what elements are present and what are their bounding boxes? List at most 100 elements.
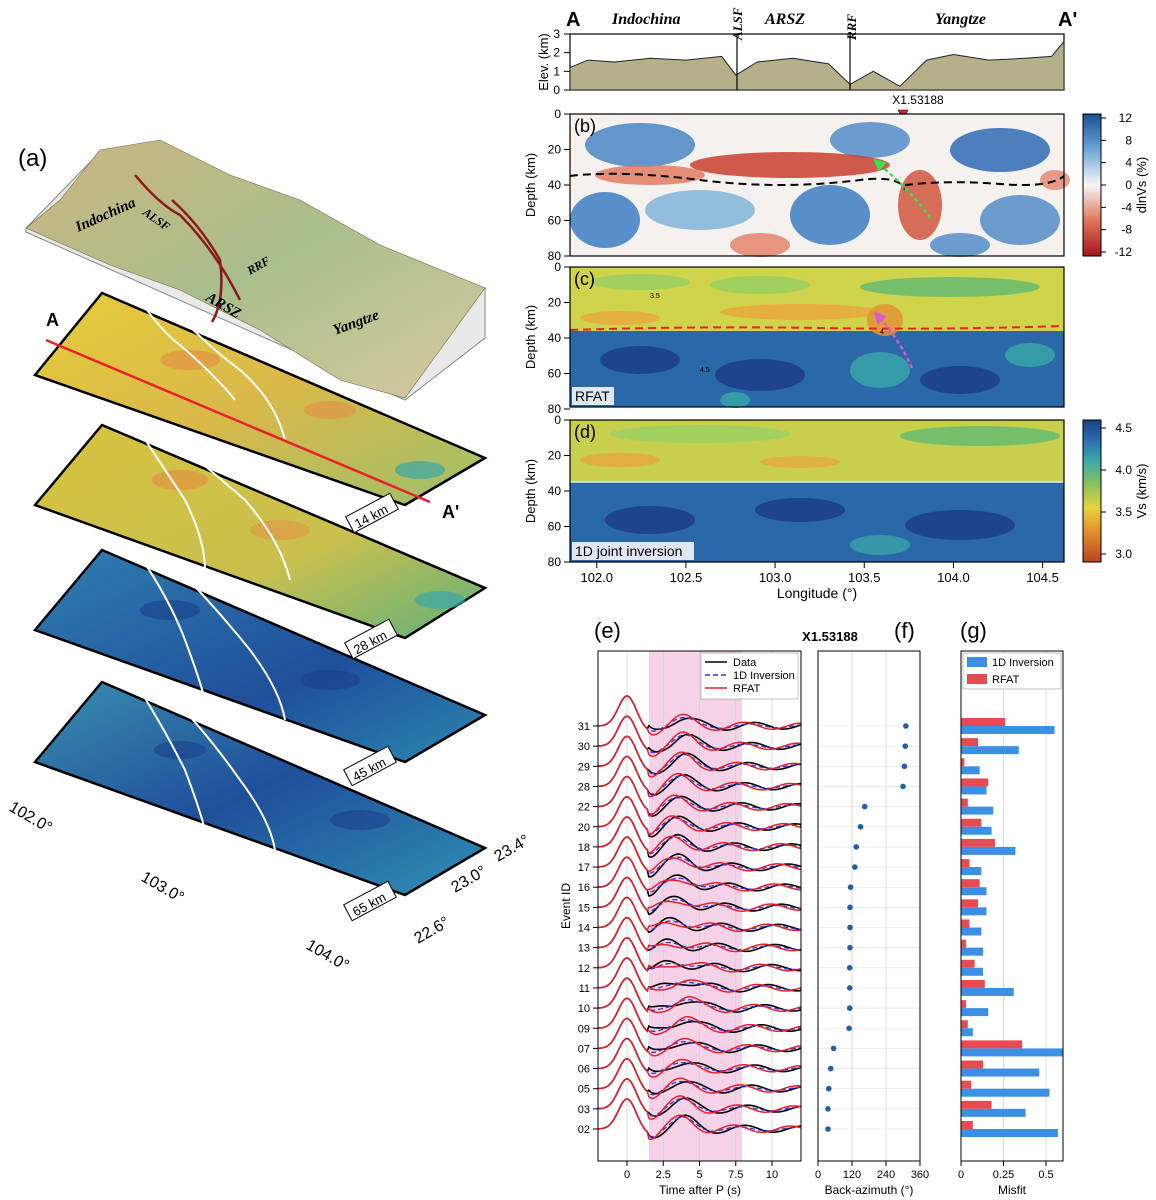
misfit-bar-1d-inversion — [961, 746, 1019, 755]
panel-d-tag-bg — [572, 542, 694, 560]
misfit-bar-1d-inversion — [961, 846, 1016, 855]
misfit-bar-rfat — [961, 1040, 1023, 1049]
back-azimuth-point — [825, 1085, 832, 1092]
depth-tick-label: 60 — [548, 367, 562, 381]
event-id-label: 17 — [578, 862, 590, 874]
colorbar-tick-label: -4 — [1121, 200, 1132, 214]
misfit-bar-rfat — [961, 1000, 967, 1009]
fault-label-rrf: RRF — [844, 14, 859, 41]
depth-tick-label: 20 — [548, 296, 562, 310]
colorbar-tick-label: 12 — [1119, 111, 1133, 125]
slice-28km: 14 km — [32, 423, 488, 640]
panel-g-tick-label: 0.25 — [993, 1169, 1014, 1181]
back-azimuth-point — [847, 924, 853, 931]
panel-e-traces — [597, 695, 802, 1141]
legend-label-rfat-g: RFAT — [992, 674, 1020, 686]
panel-f: (f) X1.53188 0 120 240 360 Back-azimuth (°) — [802, 618, 929, 1197]
elevation-tick-label: 0 — [553, 83, 560, 97]
panel-b-ylabel: Depth (km) — [523, 153, 538, 217]
rf-trace-rfat — [597, 977, 802, 1014]
back-azimuth-point — [857, 823, 864, 830]
colorbar-tick-label: 4.0 — [1115, 463, 1132, 477]
misfit-bar-rfat — [961, 798, 968, 807]
rf-trace-rfat — [597, 997, 802, 1036]
back-azimuth-point — [853, 844, 860, 850]
misfit-bar-rfat — [961, 1080, 972, 1089]
rf-trace-rfat — [597, 916, 802, 953]
rf-trace-rfat — [597, 1098, 802, 1141]
section-header: A A' Indochina ARSZ Yangtze ALSF RRF — [566, 7, 1077, 41]
lon-tick-103: 103.0° — [138, 869, 187, 907]
back-azimuth-point — [903, 723, 909, 729]
back-azimuth-point — [825, 1106, 831, 1112]
misfit-bar-rfat — [961, 1121, 973, 1129]
longitude-tick-label: 102.0 — [580, 570, 613, 585]
panel-c-tag: RFAT — [575, 388, 610, 404]
depth-tick-label: 80 — [548, 555, 562, 569]
misfit-bar-rfat — [961, 838, 995, 847]
panel-label-a: (a) — [18, 145, 47, 172]
lon-tick-102: 102.0° — [6, 799, 55, 837]
colorbar-dlnvs-label: dlnVs (%) — [1134, 157, 1149, 213]
misfit-bar-1d-inversion — [961, 887, 987, 896]
event-id-label: 22 — [578, 802, 590, 814]
fault-label-alsf: ALSF — [730, 7, 745, 41]
rf-trace-rfat — [597, 856, 802, 892]
panel-f-x-ticks: 0 120 240 360 — [815, 1161, 929, 1181]
misfit-bar-rfat — [961, 879, 980, 888]
terrain-surface — [25, 139, 486, 399]
misfit-bar-1d-inversion — [961, 786, 987, 795]
back-azimuth-point — [901, 763, 908, 770]
legend-label-data: Data — [733, 657, 757, 669]
event-id-label: 18 — [578, 842, 590, 854]
misfit-bar-1d-inversion — [961, 927, 982, 936]
rf-trace-rfat — [597, 715, 802, 757]
back-azimuth-point — [852, 864, 858, 870]
anomaly-arrow-c — [873, 311, 914, 369]
colorbar-tick-label: 3.5 — [1115, 505, 1132, 519]
panel-label-g: (g) — [960, 618, 987, 643]
back-azimuth-point — [900, 783, 906, 790]
legend-label-inversion: 1D Inversion — [733, 670, 795, 682]
profile-line — [45, 338, 431, 504]
colorbar-tick-label: 4.5 — [1115, 421, 1132, 435]
rf-trace-rfat — [597, 836, 802, 873]
event-id-label: 05 — [578, 1084, 590, 1096]
panel-g-legend: 1D Inversion RFAT — [962, 652, 1062, 690]
alsf-fault-trace — [134, 174, 242, 301]
panel-f-xlabel: Back-azimuth (°) — [825, 1183, 914, 1197]
panel-b-y-ticks: 0 20 40 60 80 — [548, 107, 570, 263]
misfit-bar-rfat — [961, 859, 970, 868]
misfit-bar-1d-inversion — [961, 1108, 1026, 1117]
panel-e-x-ticks: 0 2.5 5 7.5 10 — [624, 1161, 778, 1181]
event-id-label: 30 — [578, 741, 590, 753]
elevation-y-ticks: 0 1 2 3 — [553, 27, 570, 97]
misfit-bar-1d-inversion — [961, 987, 1014, 996]
panel-c-tag-bg — [572, 387, 614, 405]
panel-e-tick-label: 10 — [766, 1169, 778, 1181]
longitude-axis-title: Longitude (°) — [777, 585, 857, 601]
misfit-bar-1d-inversion — [961, 1088, 1050, 1097]
misfit-bar-rfat — [961, 738, 978, 747]
misfit-bar-rfat — [961, 718, 1006, 726]
region-label-indochina: Indochina — [611, 11, 680, 28]
panel-d-tag: 1D joint inversion — [575, 543, 682, 559]
event-id-label: 03 — [578, 1104, 590, 1116]
legend-box-e — [700, 652, 799, 700]
profile-start-label: A — [46, 310, 59, 330]
lat-tick-226: 22.6° — [412, 914, 453, 947]
depth-tick-label: 80 — [548, 249, 562, 263]
panel-g: (g) 0 0.25 0.5 Misfit 1D Inversion RFAT — [958, 618, 1064, 1197]
depth-tick-label: 60 — [548, 520, 562, 534]
event-id-label: 10 — [578, 1003, 590, 1015]
legend-label-rfat: RFAT — [733, 683, 761, 695]
panel-f-tick-label: 240 — [877, 1169, 895, 1181]
misfit-bar-rfat — [961, 778, 989, 787]
slice-65km: 45 km 65 km — [32, 680, 488, 922]
section-end-label: A' — [1058, 9, 1077, 31]
event-id-label: 28 — [578, 781, 590, 793]
panel-d-ylabel: Depth (km) — [523, 459, 538, 523]
depth-tick-label: 20 — [548, 449, 562, 463]
contour-label-4: 4 — [880, 329, 884, 336]
